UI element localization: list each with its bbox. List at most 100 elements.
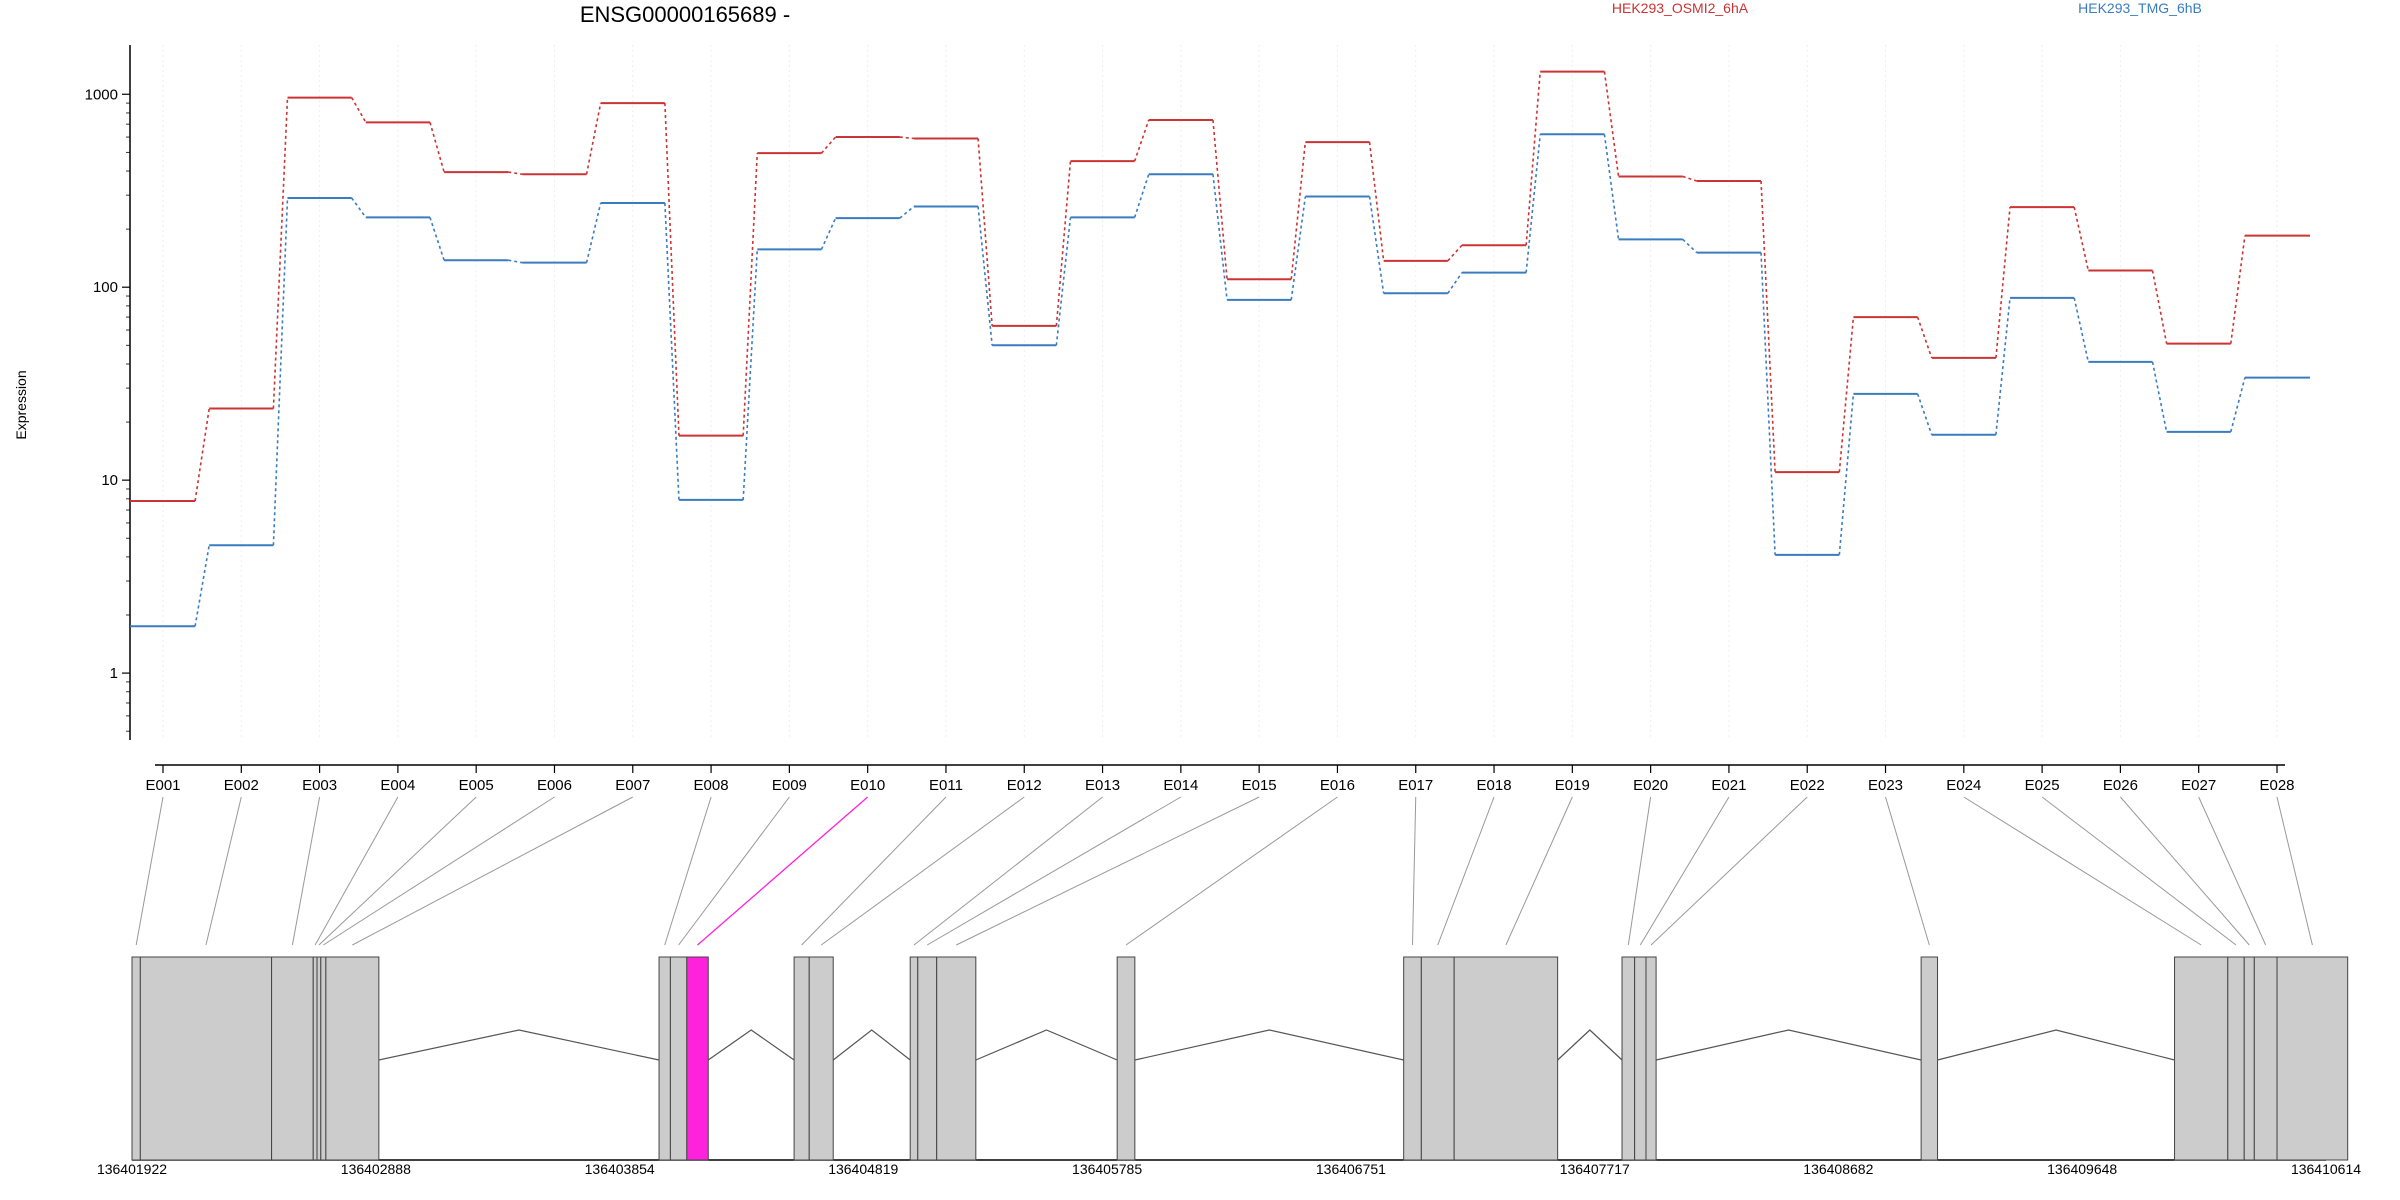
series-transition [194,545,210,627]
exon-connector [352,796,634,946]
x-tick-label: E001 [145,777,180,794]
series-transition [2151,361,2168,432]
exon-connector [318,796,477,946]
exon-connector [2041,796,2237,946]
y-tick-label: 1 [110,665,118,682]
series-transition [1838,317,1855,473]
series-transition [1995,207,2011,358]
exon-connector [1437,796,1495,946]
series-transition [977,138,993,326]
intron-junction [1557,1029,1623,1061]
x-tick-label: E016 [1320,777,1355,794]
series-transition [350,97,367,123]
series-transition [1368,142,1385,261]
genomic-tick-label: 136407717 [1560,1161,1630,1177]
series-transition [272,197,289,546]
series-transition [977,206,993,346]
exon-connector [1505,796,1573,946]
x-tick-label: E008 [694,777,729,794]
exon-box [2174,956,2229,1161]
exon-connector [678,796,790,946]
exon-connector [2276,796,2313,946]
exon-connector [913,796,1103,946]
series-transition [899,136,914,140]
series-transition [2151,270,2168,344]
exon-connector [664,796,712,946]
genomic-tick-label: 136410614 [2291,1161,2361,1177]
y-axis-label: Expression [13,370,29,439]
exon-connector [801,796,947,946]
series-transition [1212,119,1228,280]
x-tick-label: E017 [1398,777,1433,794]
exon-box [312,956,318,1161]
series-transition [1447,272,1463,294]
series-transition [742,153,759,436]
series-transition [1760,180,1776,473]
grid-lines [162,45,2278,740]
series-transition [899,205,915,219]
series-transition [1916,393,1933,435]
exon-connector [2198,796,2267,946]
x-tick-label: E018 [1477,777,1512,794]
exon-connector [205,796,242,946]
exon-box [917,956,938,1161]
x-tick-label: E009 [772,777,807,794]
exon-box [669,956,688,1161]
series-transition [1525,134,1542,273]
exon-connector [1412,796,1417,946]
gene-model: 136401922 136402888 136403854 136404819 1364… [97,956,2361,1177]
x-tick-label: E002 [224,777,259,794]
exon-box [1634,956,1647,1161]
exon-connector [820,796,1025,946]
x-tick-label: E021 [1711,777,1746,794]
series-transition [429,217,445,261]
x-tick-label: E012 [1007,777,1042,794]
exon-connector [1963,796,2202,946]
series-transition [351,197,367,218]
series-transition [1055,217,1072,346]
x-tick-label: E019 [1555,777,1590,794]
series-osmi [130,70,2310,502]
genomic-tick-label: 136404819 [828,1161,898,1177]
chart-title: ENSG00000165689 - [580,2,790,27]
series-tmg [130,133,2310,628]
exon-connector [1885,796,1930,946]
exon-connector [1627,796,1652,946]
series-transition [1133,119,1150,162]
y-tick-label: 100 [93,279,118,296]
exon-box [936,956,977,1161]
genomic-tick-label: 136403854 [585,1161,655,1177]
x-tick-label: E007 [615,777,650,794]
series-transition [2230,235,2246,344]
exon-box [1420,956,1455,1161]
series-transition [664,203,680,500]
series-transition [2073,206,2090,271]
exon-box [1920,956,1939,1161]
series-transition [1368,196,1385,294]
series-transition [1290,142,1307,280]
genomic-tick-label: 136408682 [1803,1161,1873,1177]
exon-box [131,956,141,1161]
exon-box [1116,956,1136,1161]
series-transition [1603,71,1620,177]
x-tick-label: E015 [1242,777,1277,794]
exon-box [2276,956,2349,1161]
intron-junction [1134,1029,1404,1061]
genomic-tick-label: 136409648 [2047,1161,2117,1177]
legend-tmg: HEK293_TMG_6hB [2078,0,2202,16]
exon-box [686,956,709,1161]
series-transition [272,97,289,409]
intron-junction [1655,1029,1922,1061]
exon-connector [135,796,164,946]
exon-box [1403,956,1422,1161]
exon-connectors [135,796,2313,946]
exon-box [325,956,380,1161]
x-tick-label: E024 [1946,777,1981,794]
series-transition [2230,377,2246,433]
series-transition [194,408,210,502]
exon-box [139,956,273,1161]
series-transition [1603,134,1620,240]
series-lines [130,70,2310,628]
series-transition [1133,173,1150,218]
series-transition [2073,297,2090,363]
